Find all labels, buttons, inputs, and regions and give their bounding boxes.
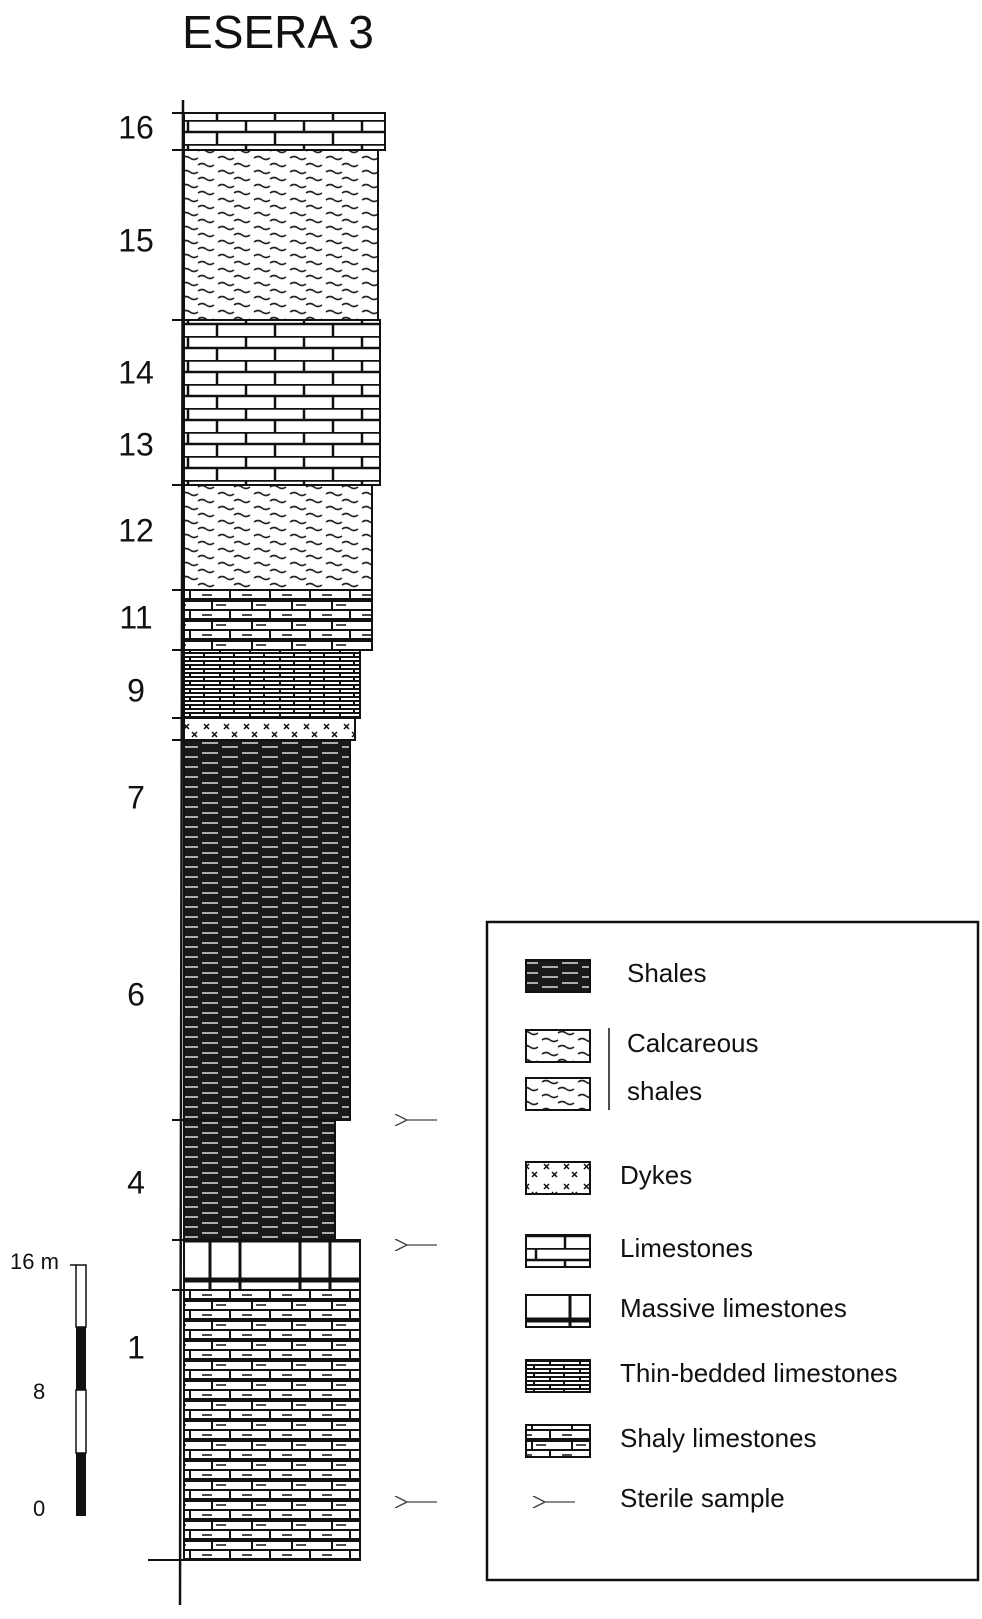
legend-symbol: [526, 1030, 590, 1062]
legend-symbol: [526, 1360, 590, 1392]
legend-symbol: [526, 1078, 590, 1110]
layer: [184, 1120, 335, 1240]
legend-symbol: [526, 1235, 590, 1267]
legend-label: Calcareous: [627, 1028, 759, 1058]
layer: [184, 485, 372, 590]
legend-label: Shales: [627, 958, 707, 988]
legend-label: Shaly limestones: [620, 1423, 817, 1453]
scale-label: 16 m: [10, 1249, 59, 1274]
scale-segment: [76, 1265, 86, 1327]
scale-segment: [76, 1327, 86, 1390]
legend-symbol: [526, 1295, 590, 1327]
scale-segment: [76, 1390, 86, 1453]
scale-bar: 16 m 8 0: [10, 1249, 86, 1521]
unit-label: 4: [127, 1164, 145, 1200]
sterile-arrows: [407, 1120, 437, 1502]
unit-label: 16: [118, 109, 154, 145]
unit-label: 12: [118, 512, 154, 548]
column-axis: [180, 100, 183, 1605]
legend-label: Limestones: [620, 1233, 753, 1263]
layer: [184, 718, 355, 740]
legend-symbol: [526, 960, 590, 992]
layer: [184, 590, 372, 650]
legend-label: Thin-bedded limestones: [620, 1358, 898, 1388]
unit-label: 13: [118, 426, 154, 462]
layer: [184, 1290, 360, 1560]
layer: [184, 740, 350, 1120]
legend-symbol: [526, 1162, 590, 1194]
legend-label: shales: [627, 1076, 702, 1106]
layer: [184, 113, 385, 150]
unit-label: 9: [127, 672, 145, 708]
layer: [184, 320, 380, 485]
layer: [184, 150, 378, 320]
unit-label: 15: [118, 222, 154, 258]
scale-label: 8: [33, 1379, 45, 1404]
unit-label: 7: [127, 779, 145, 815]
legend-label: Massive limestones: [620, 1293, 847, 1323]
layer: [184, 650, 360, 718]
layer: [184, 1240, 360, 1290]
legend-label: Dykes: [620, 1160, 692, 1190]
unit-label: 11: [119, 599, 152, 635]
legend-symbol: [526, 1425, 590, 1457]
title: ESERA 3: [182, 6, 374, 58]
scale-segment: [76, 1453, 86, 1516]
scale-label: 0: [33, 1496, 45, 1521]
unit-label: 1: [127, 1329, 145, 1365]
unit-label: 14: [118, 354, 154, 390]
legend-label: Sterile sample: [620, 1483, 785, 1513]
unit-label: 6: [127, 976, 145, 1012]
page: ESERA 3 16 m 8 0 16 15 14 13 12 11 9 7 6 4 1 Shales…: [0, 0, 982, 1619]
